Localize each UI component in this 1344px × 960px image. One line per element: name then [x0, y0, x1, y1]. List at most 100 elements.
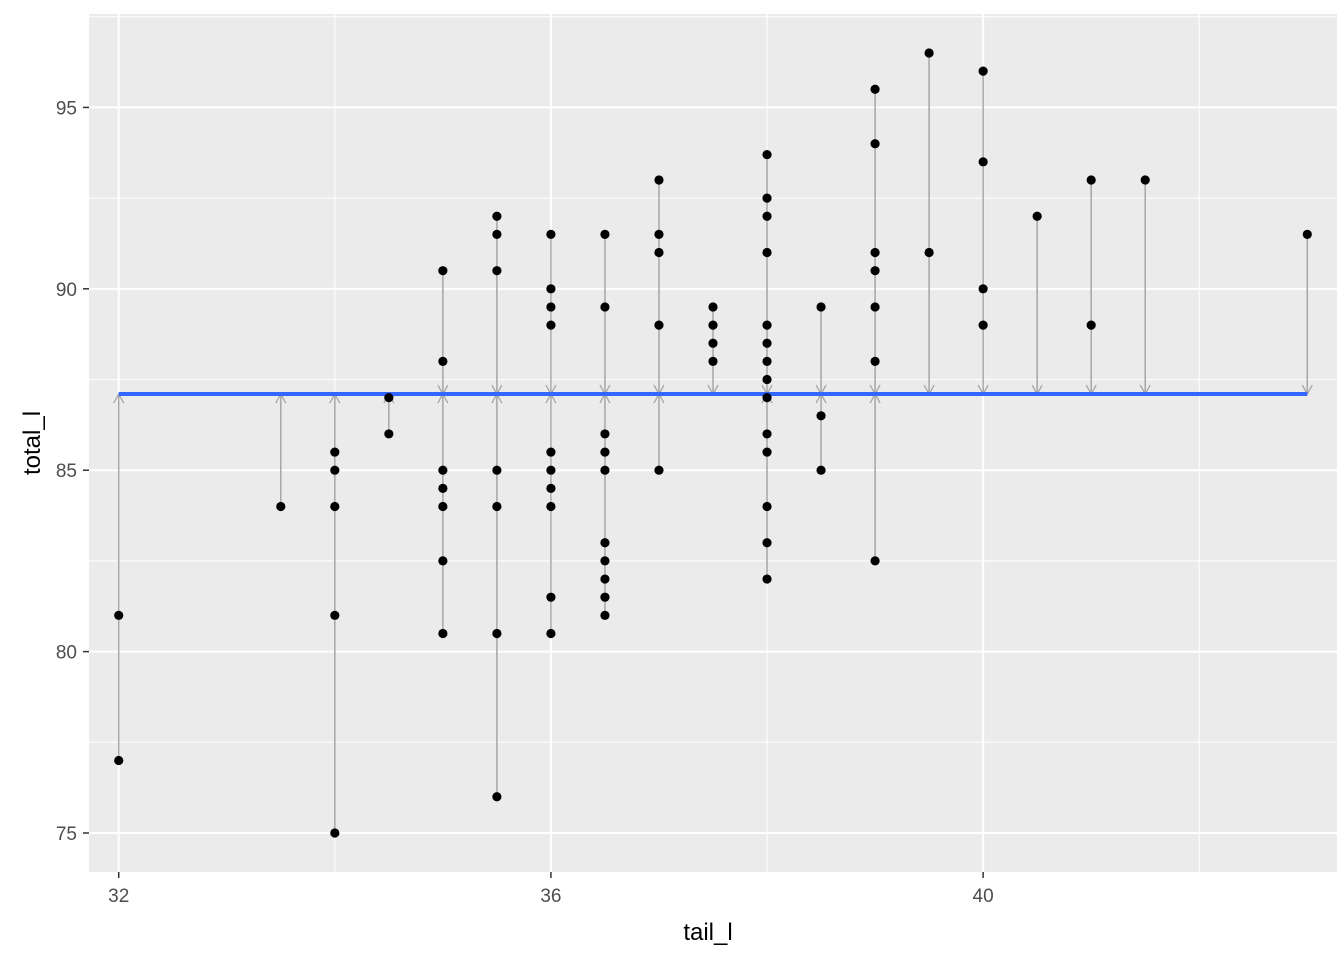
data-point [762, 447, 772, 457]
data-point [978, 66, 988, 76]
data-point [546, 229, 556, 239]
data-point [600, 610, 610, 620]
data-point [546, 465, 556, 475]
data-point [546, 628, 556, 639]
y-tick-label: 90 [56, 280, 77, 301]
data-point [870, 139, 880, 149]
x-axis: 32 36 40 [108, 872, 994, 907]
x-axis-title: tail_l [683, 919, 732, 946]
data-point [762, 193, 772, 203]
data-point [330, 447, 340, 457]
residual-segments [113, 53, 1313, 833]
data-point [654, 175, 664, 185]
data-point [924, 247, 934, 258]
data-point [438, 628, 448, 639]
data-point [708, 302, 718, 312]
y-tick-label: 75 [56, 824, 77, 845]
y-axis-title: total_l [19, 411, 46, 475]
data-point [654, 320, 664, 330]
data-point [600, 592, 610, 602]
data-point [708, 356, 718, 366]
data-point [438, 483, 448, 493]
plot-panel [89, 14, 1337, 872]
data-point [600, 302, 610, 312]
data-point [762, 374, 772, 385]
data-point [330, 828, 340, 838]
data-point [816, 411, 826, 421]
data-point [1086, 320, 1096, 330]
x-tick-label: 36 [540, 886, 561, 907]
data-point [384, 393, 394, 403]
data-point [546, 592, 556, 602]
data-point [762, 338, 772, 348]
data-point [438, 356, 448, 366]
data-point [276, 501, 286, 512]
data-point [114, 610, 124, 620]
data-point [330, 610, 340, 620]
data-point [546, 483, 556, 493]
data-point [600, 429, 610, 439]
data-point [762, 538, 772, 548]
y-tick-label: 80 [56, 643, 77, 664]
data-point [870, 356, 880, 366]
x-tick-label: 40 [973, 886, 994, 907]
data-point [870, 84, 880, 94]
data-point [978, 157, 988, 167]
data-point [762, 356, 772, 366]
data-point [600, 465, 610, 475]
data-point [762, 393, 772, 403]
data-point [762, 211, 772, 221]
data-point [330, 465, 340, 475]
data-point [600, 538, 610, 548]
data-point [978, 284, 988, 294]
data-point [1140, 175, 1150, 185]
data-point [438, 465, 448, 475]
data-point [600, 556, 610, 566]
data-point [816, 465, 826, 475]
data-point [492, 266, 502, 276]
data-point [114, 755, 124, 766]
data-point [1032, 211, 1042, 221]
data-point [924, 48, 934, 58]
data-point [708, 338, 718, 348]
data-point [762, 501, 772, 512]
data-point [600, 574, 610, 584]
data-point [762, 574, 772, 584]
y-tick-label: 95 [56, 98, 77, 119]
data-point [546, 320, 556, 330]
data-point [762, 429, 772, 439]
data-point [870, 302, 880, 312]
data-point [492, 229, 502, 239]
data-point [546, 302, 556, 312]
data-point [654, 465, 664, 475]
data-point [708, 320, 718, 330]
data-point [492, 792, 502, 802]
data-point [384, 429, 394, 439]
data-point [816, 302, 826, 312]
data-point [492, 211, 502, 221]
data-point [330, 501, 340, 512]
data-point [1086, 175, 1096, 185]
data-point [492, 501, 502, 512]
data-point [1302, 229, 1312, 239]
data-point [654, 229, 664, 239]
data-point [546, 284, 556, 294]
data-point [870, 266, 880, 276]
data-point [438, 556, 448, 566]
y-tick-label: 85 [56, 461, 77, 482]
data-point [654, 247, 664, 258]
data-point [762, 320, 772, 330]
data-point [438, 266, 448, 276]
x-tick-label: 32 [108, 886, 129, 907]
points [114, 48, 1312, 838]
data-point [600, 447, 610, 457]
data-point [438, 501, 448, 512]
data-point [870, 247, 880, 258]
data-point [546, 447, 556, 457]
y-axis: 75 80 85 90 95 [56, 98, 89, 845]
data-point [762, 247, 772, 258]
data-point [978, 320, 988, 330]
data-point [762, 149, 772, 160]
data-point [870, 556, 880, 566]
